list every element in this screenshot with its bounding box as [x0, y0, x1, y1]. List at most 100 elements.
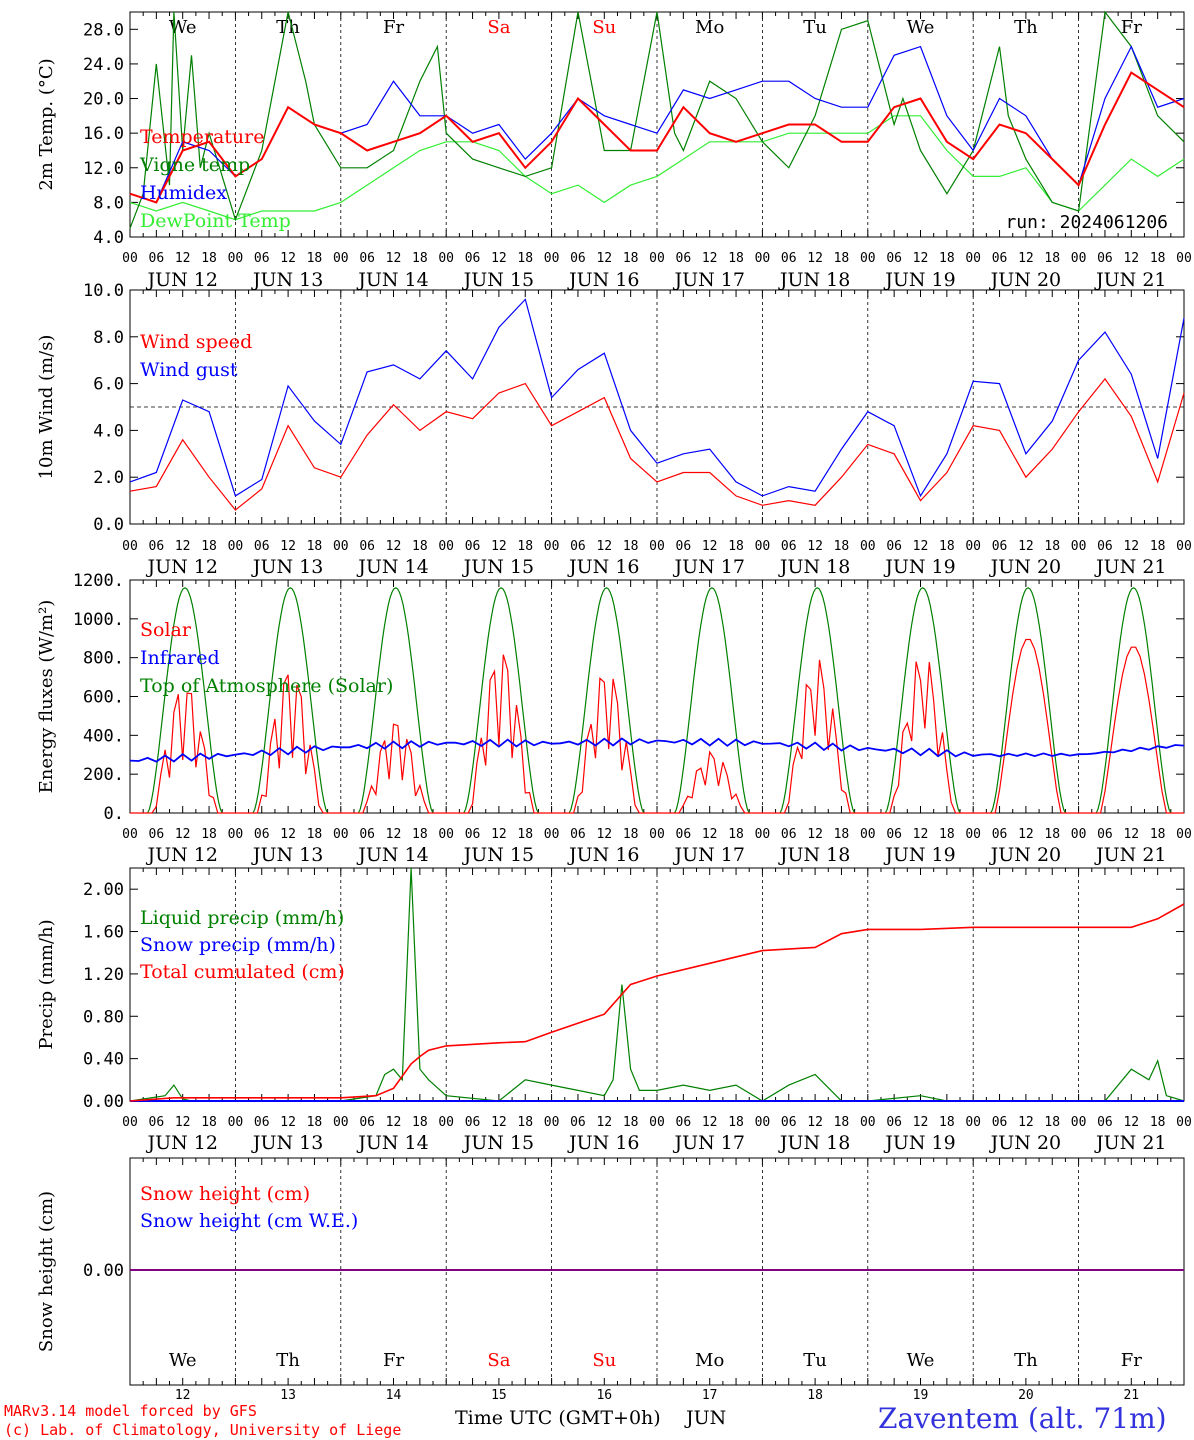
- hour-tick-label: 06: [886, 827, 902, 842]
- date-label: JUN 21: [1094, 1132, 1166, 1154]
- hour-tick-label: 06: [886, 1115, 902, 1130]
- hour-tick-label: 18: [939, 539, 955, 554]
- hour-tick-label: 18: [201, 251, 217, 266]
- toa-curve: [147, 587, 223, 814]
- hour-tick-label: 06: [992, 827, 1008, 842]
- hour-tick-label: 12: [280, 539, 296, 554]
- hour-tick-label: 00: [228, 1115, 244, 1130]
- toa-curve: [1095, 587, 1172, 814]
- hour-tick-label: 00: [860, 539, 876, 554]
- date-label: JUN 20: [989, 1132, 1061, 1154]
- y-tick-label: 24.0: [83, 55, 124, 75]
- hour-tick-label: 06: [465, 251, 481, 266]
- hour-tick-label: 18: [307, 1115, 323, 1130]
- hour-tick-label: 06: [781, 1115, 797, 1130]
- hour-tick-label: 00: [649, 827, 665, 842]
- toa-curve: [779, 587, 856, 814]
- legend-entry: Vigne temp: [139, 154, 250, 176]
- hour-tick-label: 06: [992, 539, 1008, 554]
- hour-tick-label: 18: [201, 827, 217, 842]
- y-tick-label: 600.: [83, 688, 124, 708]
- panel-5: 0.00 Snow height (cm) Snow height (cm) Snow…: [36, 1157, 1185, 1403]
- toa-curve: [990, 587, 1066, 814]
- y-tick-label: 800.: [83, 649, 124, 669]
- date-label: JUN 19: [883, 1132, 955, 1154]
- date-label: JUN 16: [567, 1132, 639, 1154]
- series-line-red: [130, 638, 1184, 814]
- hour-tick-label: 06: [149, 1115, 165, 1130]
- hour-tick-label: 18: [834, 539, 850, 554]
- date-label: JUN 14: [356, 844, 428, 866]
- hour-tick-label: 00: [1176, 827, 1192, 842]
- hour-tick-label: 18: [939, 827, 955, 842]
- date-label: JUN 12: [145, 269, 217, 291]
- hour-tick-label: 00: [860, 827, 876, 842]
- date-label: JUN 18: [778, 556, 850, 578]
- hour-tick-label: 06: [359, 539, 375, 554]
- day-number-label: 19: [913, 1388, 929, 1403]
- y-tick-label: 1.60: [83, 923, 124, 943]
- legend-entry: Infrared: [140, 647, 220, 669]
- hour-tick-label: 00: [1071, 539, 1087, 554]
- hour-tick-label: 12: [1123, 827, 1139, 842]
- date-label: JUN 12: [145, 556, 217, 578]
- hour-tick-label: 18: [728, 251, 744, 266]
- hour-tick-label: 06: [886, 251, 902, 266]
- hour-tick-label: 06: [781, 539, 797, 554]
- hour-tick-label: 06: [254, 827, 270, 842]
- hour-tick-label: 18: [412, 1115, 428, 1130]
- day-number-label: 20: [1018, 1388, 1034, 1403]
- y-tick-label: 1.20: [83, 965, 124, 985]
- y-axis-label: 2m Temp. (°C): [36, 58, 57, 190]
- date-label: JUN 13: [251, 844, 323, 866]
- hour-tick-label: 12: [1123, 1115, 1139, 1130]
- y-tick-label: 0.0: [93, 515, 124, 535]
- y-tick-label: 10.0: [83, 281, 124, 301]
- hour-tick-label: 18: [1044, 251, 1060, 266]
- date-label: JUN 13: [251, 556, 323, 578]
- hour-tick-label: 06: [570, 251, 586, 266]
- hour-tick-label: 12: [807, 539, 823, 554]
- legend-entry: Liquid precip (mm/h): [140, 907, 344, 929]
- hour-tick-label: 00: [544, 827, 560, 842]
- hour-tick-label: 18: [1150, 539, 1166, 554]
- legend-entry: Humidex: [140, 182, 227, 204]
- date-label: JUN 12: [145, 1132, 217, 1154]
- hour-tick-label: 12: [596, 827, 612, 842]
- hour-tick-label: 12: [386, 827, 402, 842]
- y-tick-label: 2.0: [93, 468, 124, 488]
- date-label: JUN 21: [1094, 556, 1166, 578]
- hour-tick-label: 18: [1044, 1115, 1060, 1130]
- hour-tick-label: 00: [333, 539, 349, 554]
- hour-tick-label: 06: [781, 251, 797, 266]
- hour-tick-label: 06: [992, 1115, 1008, 1130]
- weekday-label: Tu: [803, 1350, 827, 1371]
- hour-tick-label: 18: [517, 1115, 533, 1130]
- y-tick-label: 28.0: [83, 20, 124, 40]
- hour-tick-label: 00: [228, 827, 244, 842]
- weekday-label: Mo: [695, 1350, 724, 1371]
- hour-tick-label: 06: [886, 539, 902, 554]
- hour-tick-label: 18: [623, 1115, 639, 1130]
- hour-tick-label: 06: [570, 827, 586, 842]
- y-tick-label: 8.0: [93, 328, 124, 348]
- toa-curve: [357, 587, 434, 814]
- day-number-label: 16: [596, 1388, 612, 1403]
- hour-tick-label: 12: [280, 1115, 296, 1130]
- weekday-label: Fr: [1121, 1350, 1142, 1371]
- weekday-label: Th: [1014, 1350, 1038, 1371]
- hour-tick-label: 00: [649, 251, 665, 266]
- day-number-label: 12: [175, 1388, 191, 1403]
- hour-tick-label: 18: [1150, 251, 1166, 266]
- legend-entry: Top of Atmosphere (Solar): [140, 675, 393, 697]
- date-label: JUN 14: [356, 269, 428, 291]
- hour-tick-label: 18: [623, 251, 639, 266]
- hour-tick-label: 18: [517, 827, 533, 842]
- date-label: JUN 16: [567, 556, 639, 578]
- date-label: JUN 18: [778, 269, 850, 291]
- toa-curve: [463, 587, 539, 814]
- hour-tick-label: 12: [491, 827, 507, 842]
- hour-tick-label: 12: [913, 1115, 929, 1130]
- y-tick-label: 8.0: [93, 193, 124, 213]
- legend-entry: Temperature: [140, 126, 264, 148]
